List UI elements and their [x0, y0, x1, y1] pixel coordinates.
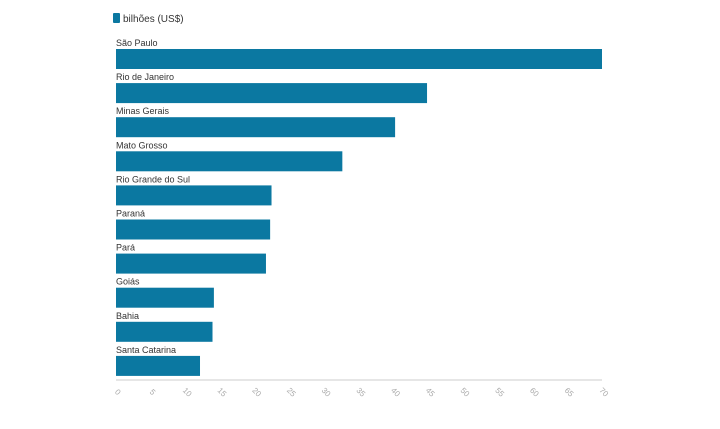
bar[interactable]: [116, 49, 602, 69]
bar[interactable]: [116, 321, 213, 342]
bar[interactable]: [116, 355, 201, 376]
category-label: São Paulo: [116, 38, 158, 48]
category-label: Goiás: [116, 277, 140, 287]
category-labels: São Paulo Rio de Janeiro Minas Gerais Mato …: [116, 38, 190, 355]
x-tick-label: 40: [389, 386, 402, 399]
x-tick-label: 20: [250, 386, 263, 399]
bar[interactable]: [116, 185, 272, 206]
category-label: Pará: [116, 243, 135, 253]
x-tick-label: 35: [354, 386, 367, 399]
x-tick-label: 15: [216, 386, 229, 399]
x-tick-label: 55: [493, 386, 506, 399]
x-tick-label: 65: [563, 386, 576, 399]
category-label: Rio de Janeiro: [116, 72, 174, 82]
bar[interactable]: [116, 287, 214, 308]
x-tick-label: 70: [597, 386, 610, 399]
category-label: Santa Catarina: [116, 345, 176, 355]
bars: [116, 49, 602, 376]
category-label: Rio Grande do Sul: [116, 174, 190, 184]
x-tick-label: 50: [459, 386, 472, 399]
bar[interactable]: [116, 117, 396, 138]
bar[interactable]: [116, 219, 271, 240]
x-tick-label: 0: [113, 387, 123, 397]
category-label: Minas Gerais: [116, 106, 170, 116]
x-tick-label: 10: [181, 386, 194, 399]
bar[interactable]: [116, 83, 428, 104]
category-label: Mato Grosso: [116, 140, 168, 150]
bar[interactable]: [116, 253, 266, 274]
x-tick-label: 60: [528, 386, 541, 399]
legend-label: bilhões (US$): [123, 14, 184, 25]
bar[interactable]: [116, 151, 343, 172]
x-tick-label: 25: [285, 386, 298, 399]
category-label: Bahia: [116, 311, 139, 321]
legend-swatch: [113, 13, 120, 23]
x-tick-label: 45: [424, 386, 437, 399]
x-tick-label: 30: [320, 386, 333, 399]
x-tick-label: 5: [148, 387, 158, 397]
legend: bilhões (US$): [113, 13, 184, 25]
category-label: Paraná: [116, 209, 145, 219]
x-axis-ticks: 0 5 10 15 20 25 30 35 40 45 50 55 60 65 70: [113, 386, 610, 399]
